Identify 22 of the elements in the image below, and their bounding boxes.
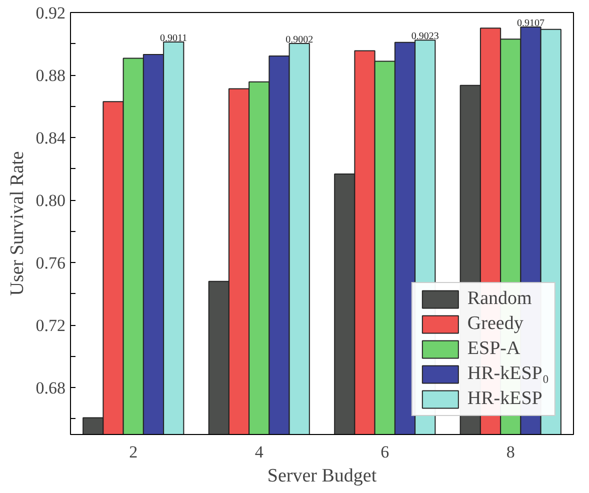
legend-label: HR-kESP (467, 388, 542, 410)
x-tick-label: 8 (506, 442, 515, 462)
y-axis-title: User Survival Rate (6, 151, 28, 296)
x-tick-label: 2 (129, 442, 138, 462)
y-tick-label: 0.88 (36, 66, 66, 86)
y-tick-label: 0.84 (36, 128, 66, 148)
legend-label: Greedy (467, 313, 524, 335)
data-label: 0.9023 (411, 31, 439, 42)
data-label: 0.9107 (516, 18, 544, 30)
y-tick-label: 0.92 (36, 4, 66, 22)
x-tick-label: 4 (254, 442, 264, 462)
x-axis-title: Server Budget (267, 466, 378, 486)
y-tick-label: 0.72 (36, 316, 66, 336)
legend-label: HR-kESP₀ (467, 363, 549, 385)
data-label: 0.9011 (160, 33, 188, 44)
y-tick-label: 0.68 (36, 378, 66, 398)
x-tick-label: 6 (380, 442, 390, 462)
legend-label: ESP-A (467, 338, 520, 360)
data-label: 0.9002 (286, 34, 314, 46)
y-tick-label: 0.80 (36, 191, 66, 210)
y-tick-label: 0.76 (36, 254, 66, 273)
legend-label: Random (467, 288, 532, 310)
